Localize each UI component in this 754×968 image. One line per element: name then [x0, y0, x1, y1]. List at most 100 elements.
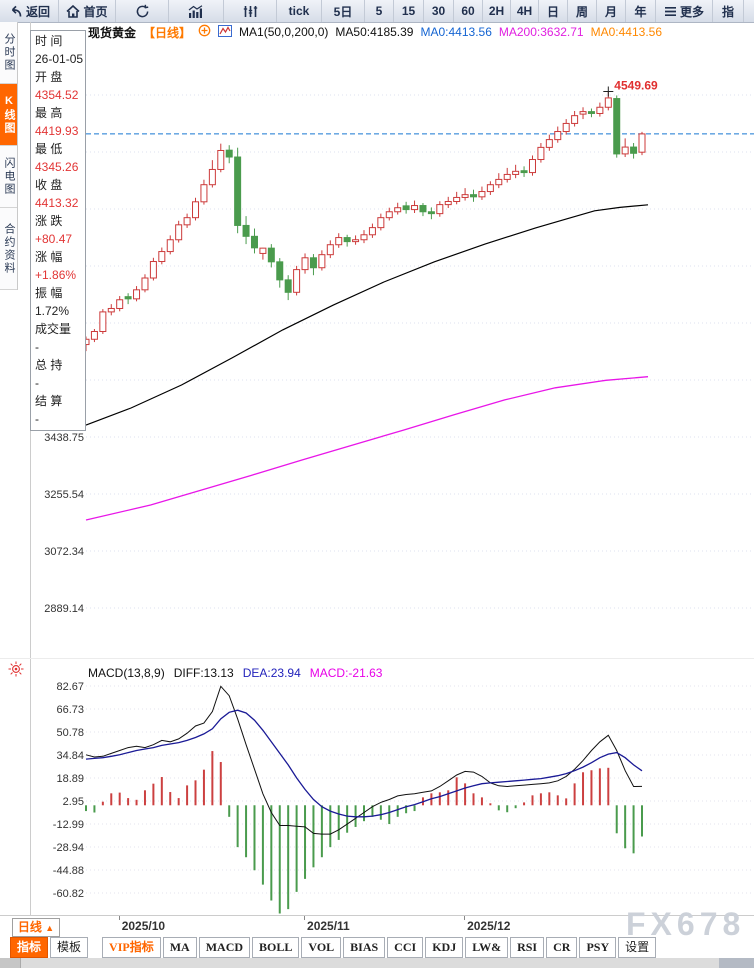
indicator-tab-VIP[interactable]: VIP指标 [102, 937, 161, 958]
toolbar-button-m15[interactable]: 15 [394, 0, 424, 22]
indicator-tab-MACD[interactable]: MACD [198, 937, 251, 958]
back-icon [8, 5, 23, 18]
toolbar-button-m60[interactable]: 60 [454, 0, 483, 22]
macd-header: MACD(13,8,9) DIFF:13.13 DEA:23.94 MACD:-… [88, 666, 382, 680]
toolbar-button-label: 30 [431, 4, 446, 18]
toolbar-button-5d[interactable]: 5日 [322, 0, 365, 22]
toolbar-button-more[interactable]: 更多 [656, 0, 713, 22]
quote-panel: 时 间 26-01-05 开 盘 4354.52 最 高 4419.93 最 低 4345.2… [30, 30, 86, 431]
indicator-tab-KDJ[interactable]: KDJ [425, 937, 464, 958]
indicator-tab-CR[interactable]: CR [546, 937, 578, 958]
side-tab-2[interactable]: K线图 [0, 84, 17, 146]
svg-text:18.89: 18.89 [56, 773, 84, 785]
side-tab-4[interactable]: 合约资料 [0, 208, 17, 290]
period-arrow-icon: ▲ [45, 923, 55, 933]
toolbar-button-label: 年 [634, 4, 647, 19]
indicator-tab-RSI[interactable]: RSI [510, 937, 545, 958]
pin-plus-icon[interactable] [198, 24, 211, 40]
toolbar-button-chart-bars[interactable] [169, 0, 224, 22]
quote-row-label: 涨 跌 [35, 214, 63, 228]
toolbar-button-tick[interactable]: tick [277, 0, 322, 22]
toolbar-button-chart-kline[interactable] [224, 0, 277, 22]
svg-text:-12.99: -12.99 [53, 819, 84, 831]
toolbar-button-day[interactable]: 日 [539, 0, 568, 22]
ma0-orange-value: MA0:4413.56 [590, 25, 662, 39]
toolbar-button-label: 首页 [83, 4, 108, 19]
menu-icon [664, 6, 677, 17]
toolbar-button-h2[interactable]: 2H [483, 0, 511, 22]
macd-macd-value: MACD:-21.63 [309, 666, 383, 680]
side-tab-1[interactable]: 分时图 [0, 22, 17, 84]
toolbar-button-home[interactable]: 首页 [59, 0, 116, 22]
time-axis-row: 日线 ▲ 2025/10 2025/11 2025/12 [0, 916, 754, 937]
svg-text:2.95: 2.95 [63, 796, 84, 808]
bottom-scrollbar[interactable] [0, 958, 754, 968]
toolbar-button-label: 更多 [679, 4, 704, 19]
date-label: 2025/12 [467, 919, 511, 933]
period-dropdown-button[interactable]: 日线 ▲ [12, 918, 60, 937]
toolbar-button-h4[interactable]: 4H [511, 0, 539, 22]
toolbar-button-label: 周 [575, 4, 588, 19]
toolbar-button-back[interactable]: 返回 [0, 0, 59, 22]
kline-icon [243, 5, 258, 18]
indicator-sun-icon[interactable] [8, 661, 24, 682]
watermark-logo: FX678 [626, 906, 746, 942]
indicator-tab-CCI[interactable]: CCI [387, 937, 424, 958]
toolbar-button-m5[interactable]: 5 [365, 0, 394, 22]
month-tick [464, 916, 466, 920]
indicator-tab-BIAS[interactable]: BIAS [343, 937, 386, 958]
quote-row-label: 最 低 [35, 142, 63, 156]
ma0-blue-value: MA0:4413.56 [420, 25, 492, 39]
quote-row-value: - [35, 412, 39, 426]
toolbar-button-clipped[interactable]: 指 [713, 0, 744, 22]
svg-text:82.67: 82.67 [56, 681, 84, 693]
svg-text:2889.14: 2889.14 [44, 603, 84, 615]
indicator-tab-[interactable]: 设置 [618, 937, 657, 958]
toolbar-button-label: 2H [488, 4, 505, 18]
svg-text:3072.34: 3072.34 [44, 546, 84, 558]
indicator-tab-[interactable]: 指标 [10, 937, 49, 958]
quote-row-label: 总 持 [35, 358, 63, 372]
svg-text:-60.82: -60.82 [53, 888, 84, 900]
toolbar-button-month[interactable]: 月 [597, 0, 626, 22]
indicator-tab-VOL[interactable]: VOL [301, 937, 342, 958]
quote-row-label: 振 幅 [35, 286, 63, 300]
toolbar-button-label: 15 [401, 4, 416, 18]
quote-row-label: 成交量 [35, 322, 72, 336]
macd-diff-value: DIFF:13.13 [173, 666, 234, 680]
symbol-name: 现货黄金 [88, 25, 137, 40]
toolbar-button-week[interactable]: 周 [568, 0, 597, 22]
side-tab-3[interactable]: 闪电图 [0, 146, 17, 208]
indicator-tab-BOLL[interactable]: BOLL [252, 937, 300, 958]
indicator-tab-PSY[interactable]: PSY [579, 937, 617, 958]
period-label: 日线 [17, 920, 42, 934]
quote-row-value: 26-01-05 [35, 52, 84, 66]
quote-row-label: 收 盘 [35, 178, 63, 192]
quote-row-value: 4419.93 [35, 124, 79, 138]
toolbar-button-m30[interactable]: 30 [424, 0, 454, 22]
indicator-settings-icon[interactable] [218, 24, 233, 40]
toolbar-button-label: 5日 [333, 4, 353, 19]
toolbar-button-label: 返回 [25, 4, 50, 19]
toolbar-button-label: 60 [461, 4, 475, 18]
date-label: 2025/10 [121, 919, 166, 933]
side-tab-strip: 分时图 K线图 闪电图 合约资料 [0, 22, 18, 290]
macd-dea-value: DEA:23.94 [242, 666, 301, 680]
svg-text:-44.88: -44.88 [53, 865, 84, 877]
toolbar-button-label: 指 [721, 4, 734, 19]
toolbar-button-label: 月 [604, 4, 617, 19]
indicator-tab-[interactable]: 模板 [50, 937, 89, 958]
scrollbar-left-box[interactable] [0, 958, 21, 968]
toolbar-button-year[interactable]: 年 [626, 0, 656, 22]
indicator-tab-MA[interactable]: MA [162, 937, 197, 958]
top-toolbar: 返回 首页 tick 5日 5 15 30 60 2H 4H 日 周 月 年 更多 指 [0, 0, 754, 23]
toolbar-button-refresh[interactable] [116, 0, 169, 22]
quote-row-value: +80.47 [35, 232, 73, 246]
quote-row-value: 4413.32 [35, 196, 79, 210]
svg-text:34.84: 34.84 [56, 750, 84, 762]
indicator-tab-LW[interactable]: LW& [465, 937, 509, 958]
chart-header: 现货黄金 【日线】 MA1(50,0,200,0) MA50:4185.39 M… [88, 24, 662, 40]
scrollbar-thumb[interactable] [719, 958, 754, 968]
month-tick [118, 916, 120, 920]
